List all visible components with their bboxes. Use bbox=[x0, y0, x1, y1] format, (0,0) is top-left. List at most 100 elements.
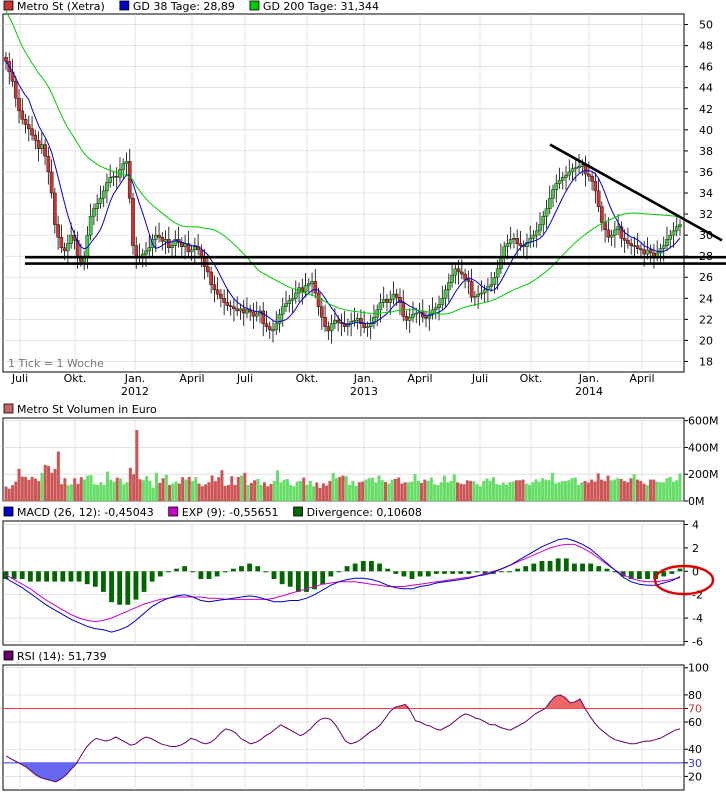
macd-divergence-bar bbox=[198, 571, 204, 580]
candle-up bbox=[476, 293, 480, 297]
candle-down bbox=[228, 305, 233, 307]
candle-down bbox=[320, 306, 324, 318]
macd-divergence-bar bbox=[68, 571, 74, 582]
volume-bar bbox=[213, 481, 217, 501]
macd-divergence-bar bbox=[166, 571, 171, 573]
volume-bar bbox=[423, 479, 427, 501]
volume-bar bbox=[649, 479, 653, 501]
volume-legend-label: Metro St Volumen in Euro bbox=[17, 403, 157, 416]
macd-divergence-bar bbox=[304, 571, 309, 592]
candle-up bbox=[450, 274, 454, 283]
candle-down bbox=[359, 318, 363, 324]
volume-bar bbox=[622, 480, 626, 501]
candle-down bbox=[316, 292, 321, 307]
candle-up bbox=[193, 246, 197, 251]
price-y-tick-label: 24 bbox=[699, 292, 713, 305]
price-y-tick-label: 40 bbox=[699, 124, 713, 137]
price-x-tick-label: Juli bbox=[11, 372, 28, 385]
macd-divergence-bar bbox=[507, 571, 512, 573]
volume-bar bbox=[220, 470, 224, 501]
volume-bar bbox=[387, 483, 391, 501]
candle-up bbox=[69, 234, 73, 244]
macd-divergence-bar bbox=[19, 571, 25, 580]
volume-bar bbox=[613, 479, 617, 501]
candle-down bbox=[313, 281, 318, 294]
price-y-tick-label: 44 bbox=[699, 82, 713, 95]
candle-up bbox=[502, 246, 506, 257]
volume-bar bbox=[269, 483, 273, 501]
macd-divergence-bar bbox=[458, 571, 464, 574]
candle-up bbox=[66, 243, 70, 252]
macd-divergence-bar bbox=[101, 571, 106, 592]
volume-bar bbox=[357, 482, 361, 501]
candle-down bbox=[167, 239, 171, 248]
volume-y-tick-label: 200M bbox=[688, 468, 719, 481]
volume-bar bbox=[488, 480, 492, 501]
volume-bar bbox=[563, 480, 567, 501]
macd-divergence-bar bbox=[336, 571, 342, 573]
price-x-tick-label: April bbox=[179, 372, 204, 385]
candle-up bbox=[489, 284, 493, 287]
candle-down bbox=[49, 171, 54, 194]
candle-up bbox=[105, 182, 109, 192]
candle-down bbox=[267, 326, 272, 331]
volume-bar bbox=[233, 484, 237, 501]
candle-down bbox=[587, 173, 591, 177]
rsi-panel-frame bbox=[2, 664, 685, 791]
volume-bar bbox=[204, 484, 208, 501]
macd-divergence-bar bbox=[214, 571, 220, 577]
candle-up bbox=[388, 299, 393, 303]
volume-bar bbox=[554, 483, 558, 501]
volume-bar bbox=[433, 484, 437, 501]
candle-down bbox=[606, 229, 611, 238]
candle-up bbox=[290, 298, 295, 301]
candle-up bbox=[111, 175, 116, 178]
candle-up bbox=[352, 320, 357, 322]
candle-up bbox=[577, 166, 581, 168]
candle-up bbox=[153, 234, 158, 240]
volume-bar bbox=[194, 477, 198, 501]
candle-up bbox=[381, 299, 386, 303]
volume-y-tick-label: 600M bbox=[688, 415, 719, 428]
candle-up bbox=[512, 238, 516, 240]
volume-bar bbox=[668, 476, 672, 501]
macd-divergence-bar bbox=[320, 571, 326, 585]
candle-down bbox=[251, 311, 256, 317]
volume-bar bbox=[495, 484, 499, 501]
volume-bar bbox=[96, 484, 100, 501]
macd-divergence-bar bbox=[76, 571, 82, 582]
volume-bar bbox=[469, 480, 473, 501]
macd-legend-label: MACD (26, 12): -0,45043 bbox=[17, 506, 154, 519]
candle-up bbox=[632, 245, 637, 247]
volume-bar bbox=[397, 477, 401, 501]
candle-down bbox=[648, 249, 653, 254]
macd-divergence-bar bbox=[271, 571, 277, 580]
candle-down bbox=[26, 124, 31, 129]
candle-down bbox=[336, 320, 340, 323]
candle-down bbox=[404, 315, 409, 321]
volume-bar bbox=[557, 482, 561, 501]
volume-bar bbox=[426, 480, 430, 501]
candle-down bbox=[326, 326, 331, 332]
volume-bar bbox=[596, 473, 600, 501]
macd-divergence-bar bbox=[588, 563, 594, 572]
rsi-y-tick-label: 100 bbox=[688, 662, 709, 675]
candle-down bbox=[59, 237, 64, 248]
volume-bar bbox=[377, 475, 381, 501]
candle-down bbox=[596, 190, 601, 207]
macd-legend-swatch bbox=[293, 506, 303, 517]
volume-bar bbox=[400, 483, 404, 501]
price-x-tick-label: Jan. bbox=[578, 372, 599, 385]
macd-divergence-bar bbox=[157, 571, 163, 577]
macd-divergence-bar bbox=[628, 571, 634, 580]
price-y-tick-label: 38 bbox=[699, 145, 713, 158]
macd-divergence-bar bbox=[636, 571, 642, 580]
price-legend-label: GD 200 Tage: 31,344 bbox=[263, 0, 379, 13]
volume-bar bbox=[63, 478, 67, 501]
candle-up bbox=[121, 163, 126, 171]
volume-bar bbox=[79, 477, 83, 501]
candle-up bbox=[574, 167, 578, 169]
volume-bar bbox=[544, 479, 548, 501]
volume-bar bbox=[478, 486, 482, 501]
candle-down bbox=[222, 298, 226, 303]
